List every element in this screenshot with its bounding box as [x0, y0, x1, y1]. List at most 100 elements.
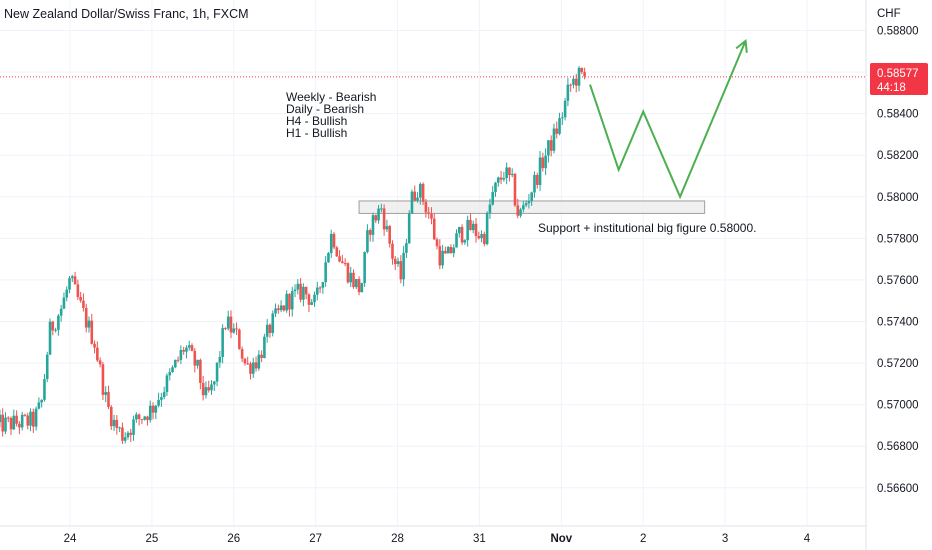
bias-weekly: Weekly - Bearish [286, 90, 376, 104]
time-tick-label: 28 [391, 533, 404, 545]
time-tick-label: 26 [227, 533, 240, 545]
candle-body [243, 358, 247, 364]
candle-body [157, 399, 160, 406]
candle-body [455, 233, 458, 248]
candle-body [430, 213, 433, 219]
candle-body [221, 328, 224, 357]
candle-body [549, 140, 553, 151]
projection-path [589, 38, 748, 200]
candle-body [79, 296, 82, 301]
candle-body [115, 419, 119, 428]
candle-body [109, 406, 113, 427]
candle-body [474, 223, 478, 237]
candle-body [382, 208, 386, 230]
candle-body [416, 197, 419, 201]
candle-body [277, 308, 280, 311]
candle-body [421, 183, 425, 202]
candle-body [174, 359, 177, 368]
candle-body [165, 375, 169, 393]
candle-body [43, 379, 46, 400]
candle-body [12, 415, 16, 430]
candle-body [410, 191, 414, 214]
candle-body [483, 233, 486, 245]
candle-body [238, 329, 241, 350]
candle-body [282, 305, 286, 311]
candle-body [463, 240, 467, 243]
candle-body [488, 204, 492, 213]
candle-body [457, 226, 461, 234]
candle-body [535, 175, 539, 185]
candle-body [438, 246, 442, 266]
current-price-value: 0.58577 [877, 68, 919, 80]
candle-body [140, 418, 144, 420]
candle-body [90, 320, 94, 344]
candle-body [299, 283, 302, 300]
candle-body [499, 177, 503, 180]
candle-body [246, 363, 249, 365]
candle-body [168, 371, 172, 376]
candle-body [107, 392, 110, 407]
candle-body [224, 328, 227, 330]
candle-body [210, 384, 213, 391]
candle-body [335, 247, 339, 257]
candle-body [313, 294, 316, 303]
candle-body [471, 223, 475, 231]
candle-body [18, 423, 21, 428]
candle-body [496, 177, 500, 183]
candle-body [240, 349, 244, 359]
candle-body [449, 246, 453, 254]
candle-body [123, 437, 127, 441]
candle-body [4, 417, 7, 432]
candle-body [413, 191, 417, 201]
candle-body [513, 173, 517, 206]
candle-body [176, 359, 180, 361]
candle-body [374, 215, 378, 221]
price-tag-background [870, 63, 928, 95]
candle-body [207, 387, 211, 391]
candle-body [160, 397, 163, 400]
candle-body [380, 208, 383, 210]
candle-body [257, 354, 261, 369]
candle-body [396, 261, 400, 265]
candle-body [432, 218, 436, 240]
candle-body [393, 258, 397, 265]
candle-body [341, 261, 344, 264]
candle-body [126, 432, 130, 438]
time-tick-label: 27 [309, 533, 322, 545]
candle-body [385, 226, 389, 230]
candle-body [346, 263, 350, 283]
candle-body [201, 382, 205, 396]
candle-body [304, 286, 308, 295]
time-tick-label: 24 [64, 533, 77, 545]
candle-body [510, 173, 514, 176]
candle-body [57, 315, 60, 330]
candle-body [118, 427, 121, 429]
projection-line [589, 40, 747, 200]
candle-body [516, 205, 520, 216]
candle-body [82, 300, 85, 308]
candle-body [212, 381, 216, 385]
candle-body [318, 287, 322, 289]
candle-body [182, 349, 185, 352]
candle-body [460, 226, 464, 243]
candle-body [9, 417, 13, 430]
candle-body [402, 252, 405, 280]
candle-body [293, 289, 297, 292]
candle-body [96, 347, 99, 361]
candle-body [363, 252, 366, 284]
candle-body [171, 367, 174, 372]
candle-body [121, 427, 124, 441]
chart-title: New Zealand Dollar/Swiss Franc, 1h, FXCM [4, 7, 249, 21]
bias-h4: H4 - Bullish [286, 114, 347, 128]
candle-body [329, 233, 333, 254]
candle-body [132, 419, 135, 435]
candle-body [93, 343, 96, 348]
candle-body [0, 414, 2, 423]
candle-body [491, 192, 495, 205]
candle-body [34, 408, 38, 427]
candle-body [307, 294, 311, 305]
candle-body [327, 253, 330, 263]
candle-body [271, 313, 275, 333]
time-axis[interactable]: 24 25 26 27 28 31 Nov 2 3 4 [64, 533, 811, 545]
